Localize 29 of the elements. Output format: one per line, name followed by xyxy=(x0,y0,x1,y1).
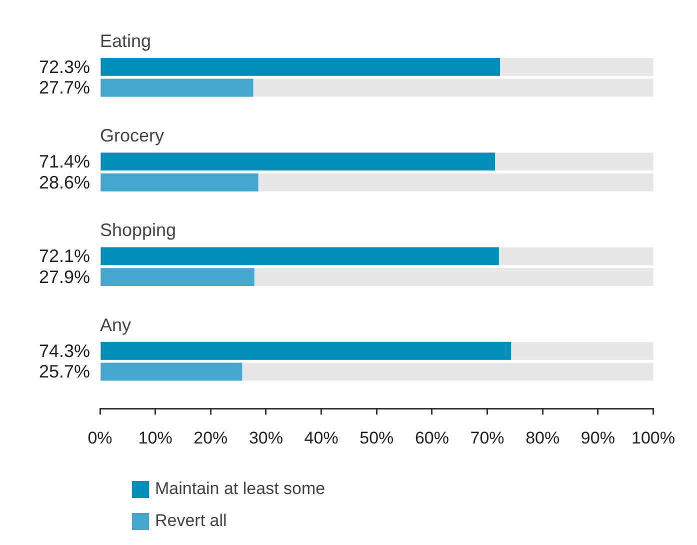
x-tick-label: 70% xyxy=(470,428,504,448)
x-tick-label: 60% xyxy=(414,428,449,448)
y-tick-label: Eating xyxy=(100,30,152,51)
text: 72.1% xyxy=(38,246,90,266)
x-tick-label: 10% xyxy=(138,428,172,448)
text: 27.7% xyxy=(38,78,90,98)
x-tick-label: 20% xyxy=(194,428,228,448)
x-tick-label: 100% xyxy=(632,428,675,448)
bar xyxy=(100,173,258,192)
text: 74.3% xyxy=(38,340,90,361)
y-tick-label: Grocery xyxy=(100,126,164,146)
text: 28.6% xyxy=(38,172,90,192)
text: 27.9% xyxy=(38,267,90,288)
legend-label: Maintain at least some xyxy=(155,479,326,499)
x-tick-label: 90% xyxy=(580,428,615,448)
bar xyxy=(100,268,254,286)
text: 25.7% xyxy=(38,362,90,382)
x-tick-label: 30% xyxy=(248,428,283,448)
bar xyxy=(100,78,254,97)
x-tick-label: 80% xyxy=(526,428,560,448)
x-tick-label: 40% xyxy=(304,428,338,448)
x-tick-label: 50% xyxy=(360,428,394,448)
text: 71.4% xyxy=(38,152,90,172)
y-tick-label: Any xyxy=(100,314,132,335)
x-tick-label: 0% xyxy=(88,428,112,448)
legend-label: Revert all xyxy=(155,511,227,531)
text: 72.3% xyxy=(38,56,90,77)
y-tick-label: Shopping xyxy=(100,220,176,240)
bar xyxy=(100,362,242,381)
